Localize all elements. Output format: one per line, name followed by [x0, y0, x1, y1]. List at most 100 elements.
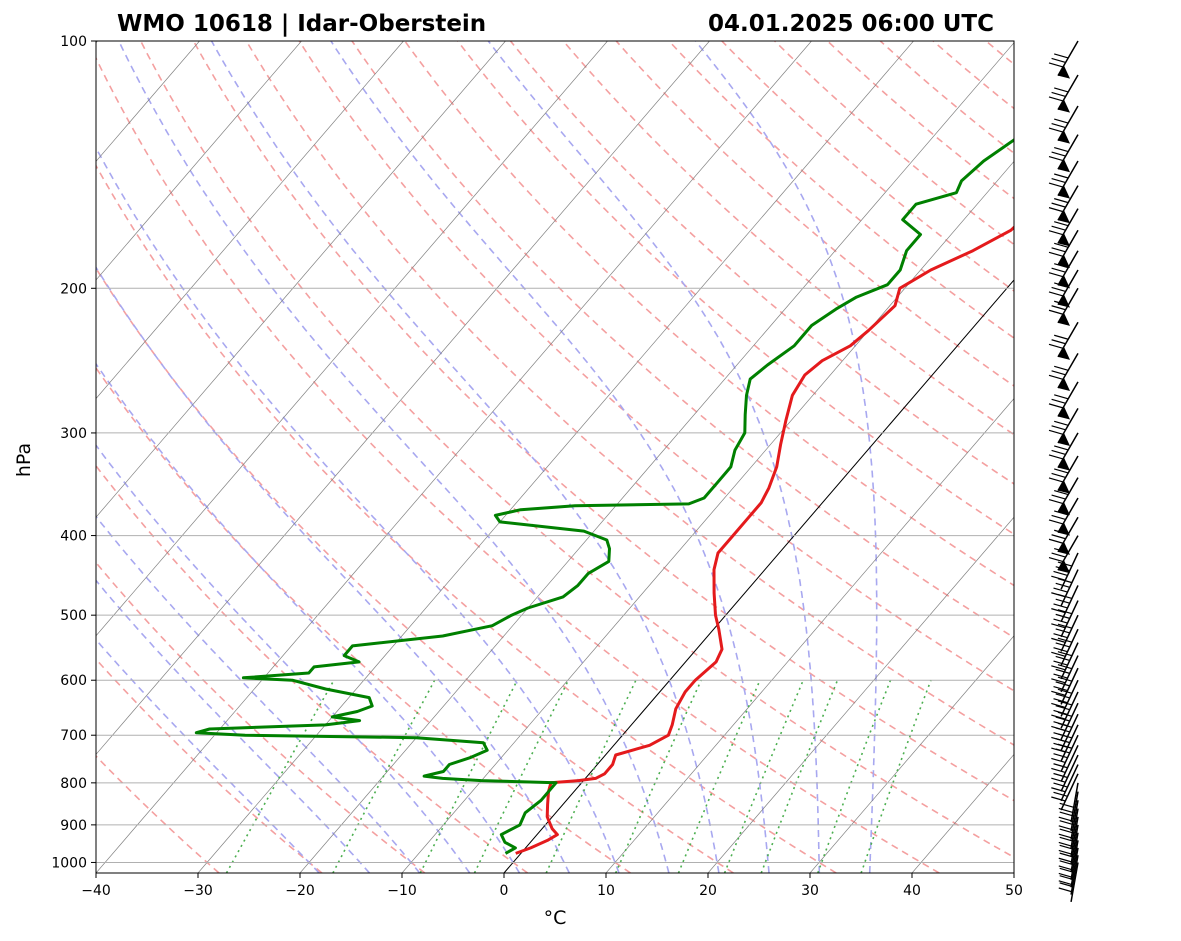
x-tick-label: −10 [387, 883, 417, 899]
wind-barb [1051, 773, 1079, 811]
dry-adiabat-line [96, 657, 323, 873]
dry-adiabat-line [404, 41, 1014, 587]
wind-barb [1051, 754, 1079, 792]
y-tick-label: 500 [60, 608, 87, 624]
wind-barb [1048, 74, 1079, 113]
wind-barb [1048, 229, 1079, 268]
wind-barbs-column [1048, 40, 1079, 902]
y-tick-label: 100 [60, 34, 87, 50]
dry-adiabat-line [139, 41, 1014, 859]
dewpoint-profile-line [194, 138, 1014, 855]
mixing-ratio-line [817, 679, 892, 873]
x-axis-label: °C [544, 907, 567, 929]
isotherm-line [503, 279, 1014, 873]
isotherm-line [96, 41, 710, 755]
wind-barb [1051, 679, 1079, 717]
moist-adiabat-line [330, 41, 770, 873]
mixing-ratio-line [225, 679, 335, 873]
y-axis-label: hPa [13, 443, 35, 477]
x-tick-label: −30 [183, 883, 213, 899]
x-tick-label: 30 [801, 883, 819, 899]
moist-adiabat-line [96, 444, 471, 873]
wind-barb [1048, 40, 1079, 79]
x-tick-label: −20 [285, 883, 315, 899]
wind-barb [1048, 455, 1079, 494]
wind-barb [1048, 432, 1079, 471]
mixing-ratio-line [860, 679, 932, 873]
isotherm-line [96, 41, 812, 873]
wind-barb [1048, 497, 1079, 536]
wind-barb [1048, 477, 1079, 516]
temperature-profile-line [515, 225, 1014, 855]
y-tick-label: 600 [60, 673, 87, 689]
moist-adiabat-line [96, 515, 421, 873]
dry-adiabat-line [96, 464, 529, 873]
wind-barb [1051, 628, 1079, 666]
dry-adiabat-line [96, 164, 837, 873]
x-tick-label: 20 [699, 883, 717, 899]
wind-barb [1051, 702, 1079, 740]
y-tick-label: 800 [60, 776, 87, 792]
wind-barb [1051, 600, 1079, 638]
plot-frame [95, 40, 1015, 874]
moist-adiabat-line [210, 41, 720, 873]
isotherm-line [401, 160, 1014, 873]
dry-adiabat-line [96, 366, 631, 873]
y-tick-label: 400 [60, 529, 87, 545]
wind-barb [1051, 642, 1079, 680]
x-tick-label: 40 [903, 883, 921, 899]
dry-adiabat-line [192, 41, 1014, 802]
wind-barb [1051, 552, 1079, 590]
wind-barb [1051, 655, 1079, 693]
dry-adiabat-line [96, 561, 426, 873]
mixing-ratio-line [614, 679, 702, 873]
dry-adiabat-line [826, 41, 1014, 200]
moist-adiabat-line [487, 41, 821, 873]
wind-barb [1058, 800, 1079, 840]
isotherm-line [1013, 872, 1014, 873]
isotherm-line [911, 753, 1014, 873]
dry-adiabat-line [96, 266, 734, 873]
mixing-ratio-line [332, 679, 436, 873]
x-axis: −40 −30 −20 −10 0 10 20 30 40 50 [81, 873, 1023, 899]
wind-barb [1058, 791, 1079, 832]
isotherm-line [707, 516, 1014, 873]
pressure-grid [96, 41, 1014, 863]
moist-adiabat-line [118, 41, 670, 873]
dry-adiabat-line [985, 41, 1014, 66]
wind-barb [1048, 381, 1079, 420]
x-tick-label: 10 [597, 883, 615, 899]
y-tick-label: 1000 [51, 855, 87, 871]
moist-adiabat-line [96, 146, 620, 873]
wind-barb [1051, 614, 1079, 652]
isotherm-line [96, 41, 302, 281]
wind-barb [1048, 105, 1079, 144]
x-tick-label: −40 [81, 883, 111, 899]
x-tick-label: 0 [500, 883, 509, 899]
y-tick-label: 300 [60, 426, 87, 442]
isotherm-line [96, 41, 404, 400]
dry-adiabat-line [721, 41, 1014, 292]
wind-barb [1058, 824, 1079, 865]
chart-title-station: WMO 10618 | Idar-Oberstein [117, 11, 486, 37]
dry-adiabat-line [351, 41, 1014, 639]
dry-adiabat-line [509, 41, 1014, 485]
mixing-ratio-line [677, 679, 761, 873]
isotherm-line [96, 41, 506, 518]
sounding-profiles [194, 138, 1014, 855]
y-tick-label: 700 [60, 728, 87, 744]
mixing-ratio-line [760, 679, 839, 873]
zero-degree-isotherm [503, 279, 1014, 873]
wind-barb [1048, 134, 1079, 173]
wind-barb [1048, 208, 1079, 247]
dry-adiabat-line [457, 41, 1014, 536]
wind-barb [1051, 744, 1079, 782]
dry-adiabat-line [96, 56, 940, 873]
dry-adiabat-line [668, 41, 1014, 340]
isotherm-line [605, 398, 1014, 873]
wind-barb [1051, 764, 1079, 802]
moist-adiabat-line [96, 579, 371, 873]
chart-title-datetime: 04.01.2025 06:00 UTC [708, 11, 994, 37]
wind-barb [1058, 816, 1079, 857]
